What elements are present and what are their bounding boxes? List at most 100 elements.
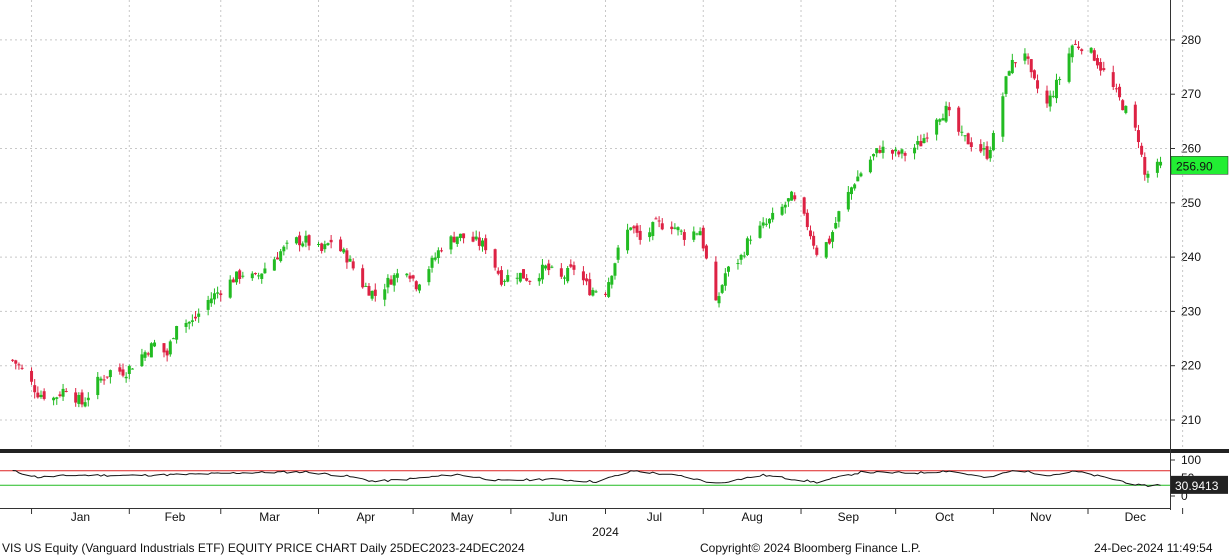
candle-body: [405, 273, 409, 276]
candle-body: [894, 149, 898, 152]
candle-body: [175, 326, 179, 340]
candle-body: [1032, 70, 1036, 79]
candle-body: [408, 275, 412, 279]
candle-body: [99, 378, 103, 381]
candle-body: [1026, 56, 1030, 59]
candle-body: [941, 118, 945, 121]
candle-body: [42, 391, 46, 399]
candle-body: [279, 251, 283, 262]
candle-body: [411, 275, 415, 279]
month-label: Feb: [165, 510, 186, 524]
candle-body: [525, 278, 529, 281]
candle-body: [395, 273, 399, 278]
candle-body: [1114, 88, 1118, 90]
candle-body: [1124, 105, 1128, 113]
candle-body: [1143, 157, 1147, 175]
month-label: Apr: [356, 510, 375, 524]
candle-body: [1045, 90, 1049, 104]
candle-body: [276, 257, 280, 260]
candle-body: [64, 391, 68, 393]
candle-body: [1155, 161, 1159, 173]
candle-body: [815, 247, 819, 255]
candle-body: [383, 289, 387, 300]
price-tick-label: 220: [1181, 359, 1201, 373]
candle-body: [522, 269, 526, 279]
candle-body: [1023, 53, 1027, 61]
candle-body: [988, 150, 992, 159]
candle-body: [563, 277, 567, 279]
month-label: Jun: [549, 510, 568, 524]
candle-body: [528, 280, 532, 282]
candle-body: [726, 266, 730, 272]
candle-body: [1077, 46, 1081, 49]
candle-body: [102, 379, 106, 381]
price-tick-label: 260: [1181, 142, 1201, 156]
time-axis-line: [0, 508, 1170, 509]
candle-body: [717, 296, 721, 304]
candle-body: [52, 397, 56, 401]
candle-body: [808, 230, 812, 237]
candle-body: [449, 236, 453, 250]
candle-body: [219, 293, 223, 296]
candle-body: [682, 232, 686, 240]
candle-body: [11, 359, 15, 361]
candle-body: [935, 119, 939, 135]
candle-body: [427, 269, 431, 283]
candle-body: [241, 275, 245, 277]
panel-separator: [0, 449, 1229, 453]
candle-body: [285, 242, 289, 244]
price-tick-label: 230: [1181, 304, 1201, 318]
candle-body: [212, 293, 216, 300]
month-label: May: [451, 510, 474, 524]
candle-body: [588, 279, 592, 296]
candle-body: [190, 320, 194, 322]
candle-body: [1092, 50, 1096, 61]
candle-body: [616, 247, 620, 260]
candle-body: [39, 394, 43, 397]
candle-body: [670, 226, 674, 230]
candle-body: [991, 132, 995, 151]
price-tick-label: 270: [1181, 87, 1201, 101]
price-tick-label: 280: [1181, 33, 1201, 47]
candle-body: [216, 292, 220, 294]
candle-body: [386, 277, 390, 288]
candle-body: [872, 154, 876, 157]
candle-body: [550, 266, 554, 268]
candle-body: [86, 397, 90, 401]
candle-body: [903, 153, 907, 156]
candle-body: [922, 138, 926, 144]
candle-body: [440, 250, 444, 252]
candle-body: [168, 341, 172, 355]
candle-body: [1118, 86, 1122, 98]
candle-body: [859, 173, 863, 177]
candle-body: [146, 353, 150, 355]
candle-body: [1013, 62, 1017, 64]
candle-body: [130, 368, 134, 370]
candle-body: [540, 264, 544, 280]
candle-body: [194, 316, 198, 319]
candle-body: [503, 280, 507, 282]
candle-body: [127, 365, 131, 375]
candle-body: [250, 273, 254, 279]
candle-body: [364, 285, 368, 287]
candle-body: [231, 279, 235, 283]
candle-body: [963, 135, 967, 137]
candle-body: [790, 191, 794, 201]
month-label: Jul: [647, 510, 662, 524]
candle-body: [648, 232, 652, 238]
candle-body: [518, 272, 522, 282]
candle-body: [966, 133, 970, 145]
candle-body: [673, 227, 677, 229]
candle-body: [786, 198, 790, 202]
candle-body: [1111, 72, 1115, 87]
timestamp: 24-Dec-2024 11:49:54: [1094, 541, 1213, 555]
last-price-box: [1170, 156, 1229, 175]
candle-body: [957, 107, 961, 132]
candle-body: [433, 257, 437, 260]
candle-body: [660, 223, 664, 230]
candle-body: [430, 257, 434, 268]
candle-body: [802, 197, 806, 214]
candle-body: [80, 392, 84, 405]
candle-body: [235, 271, 239, 283]
candle-body: [361, 268, 365, 288]
